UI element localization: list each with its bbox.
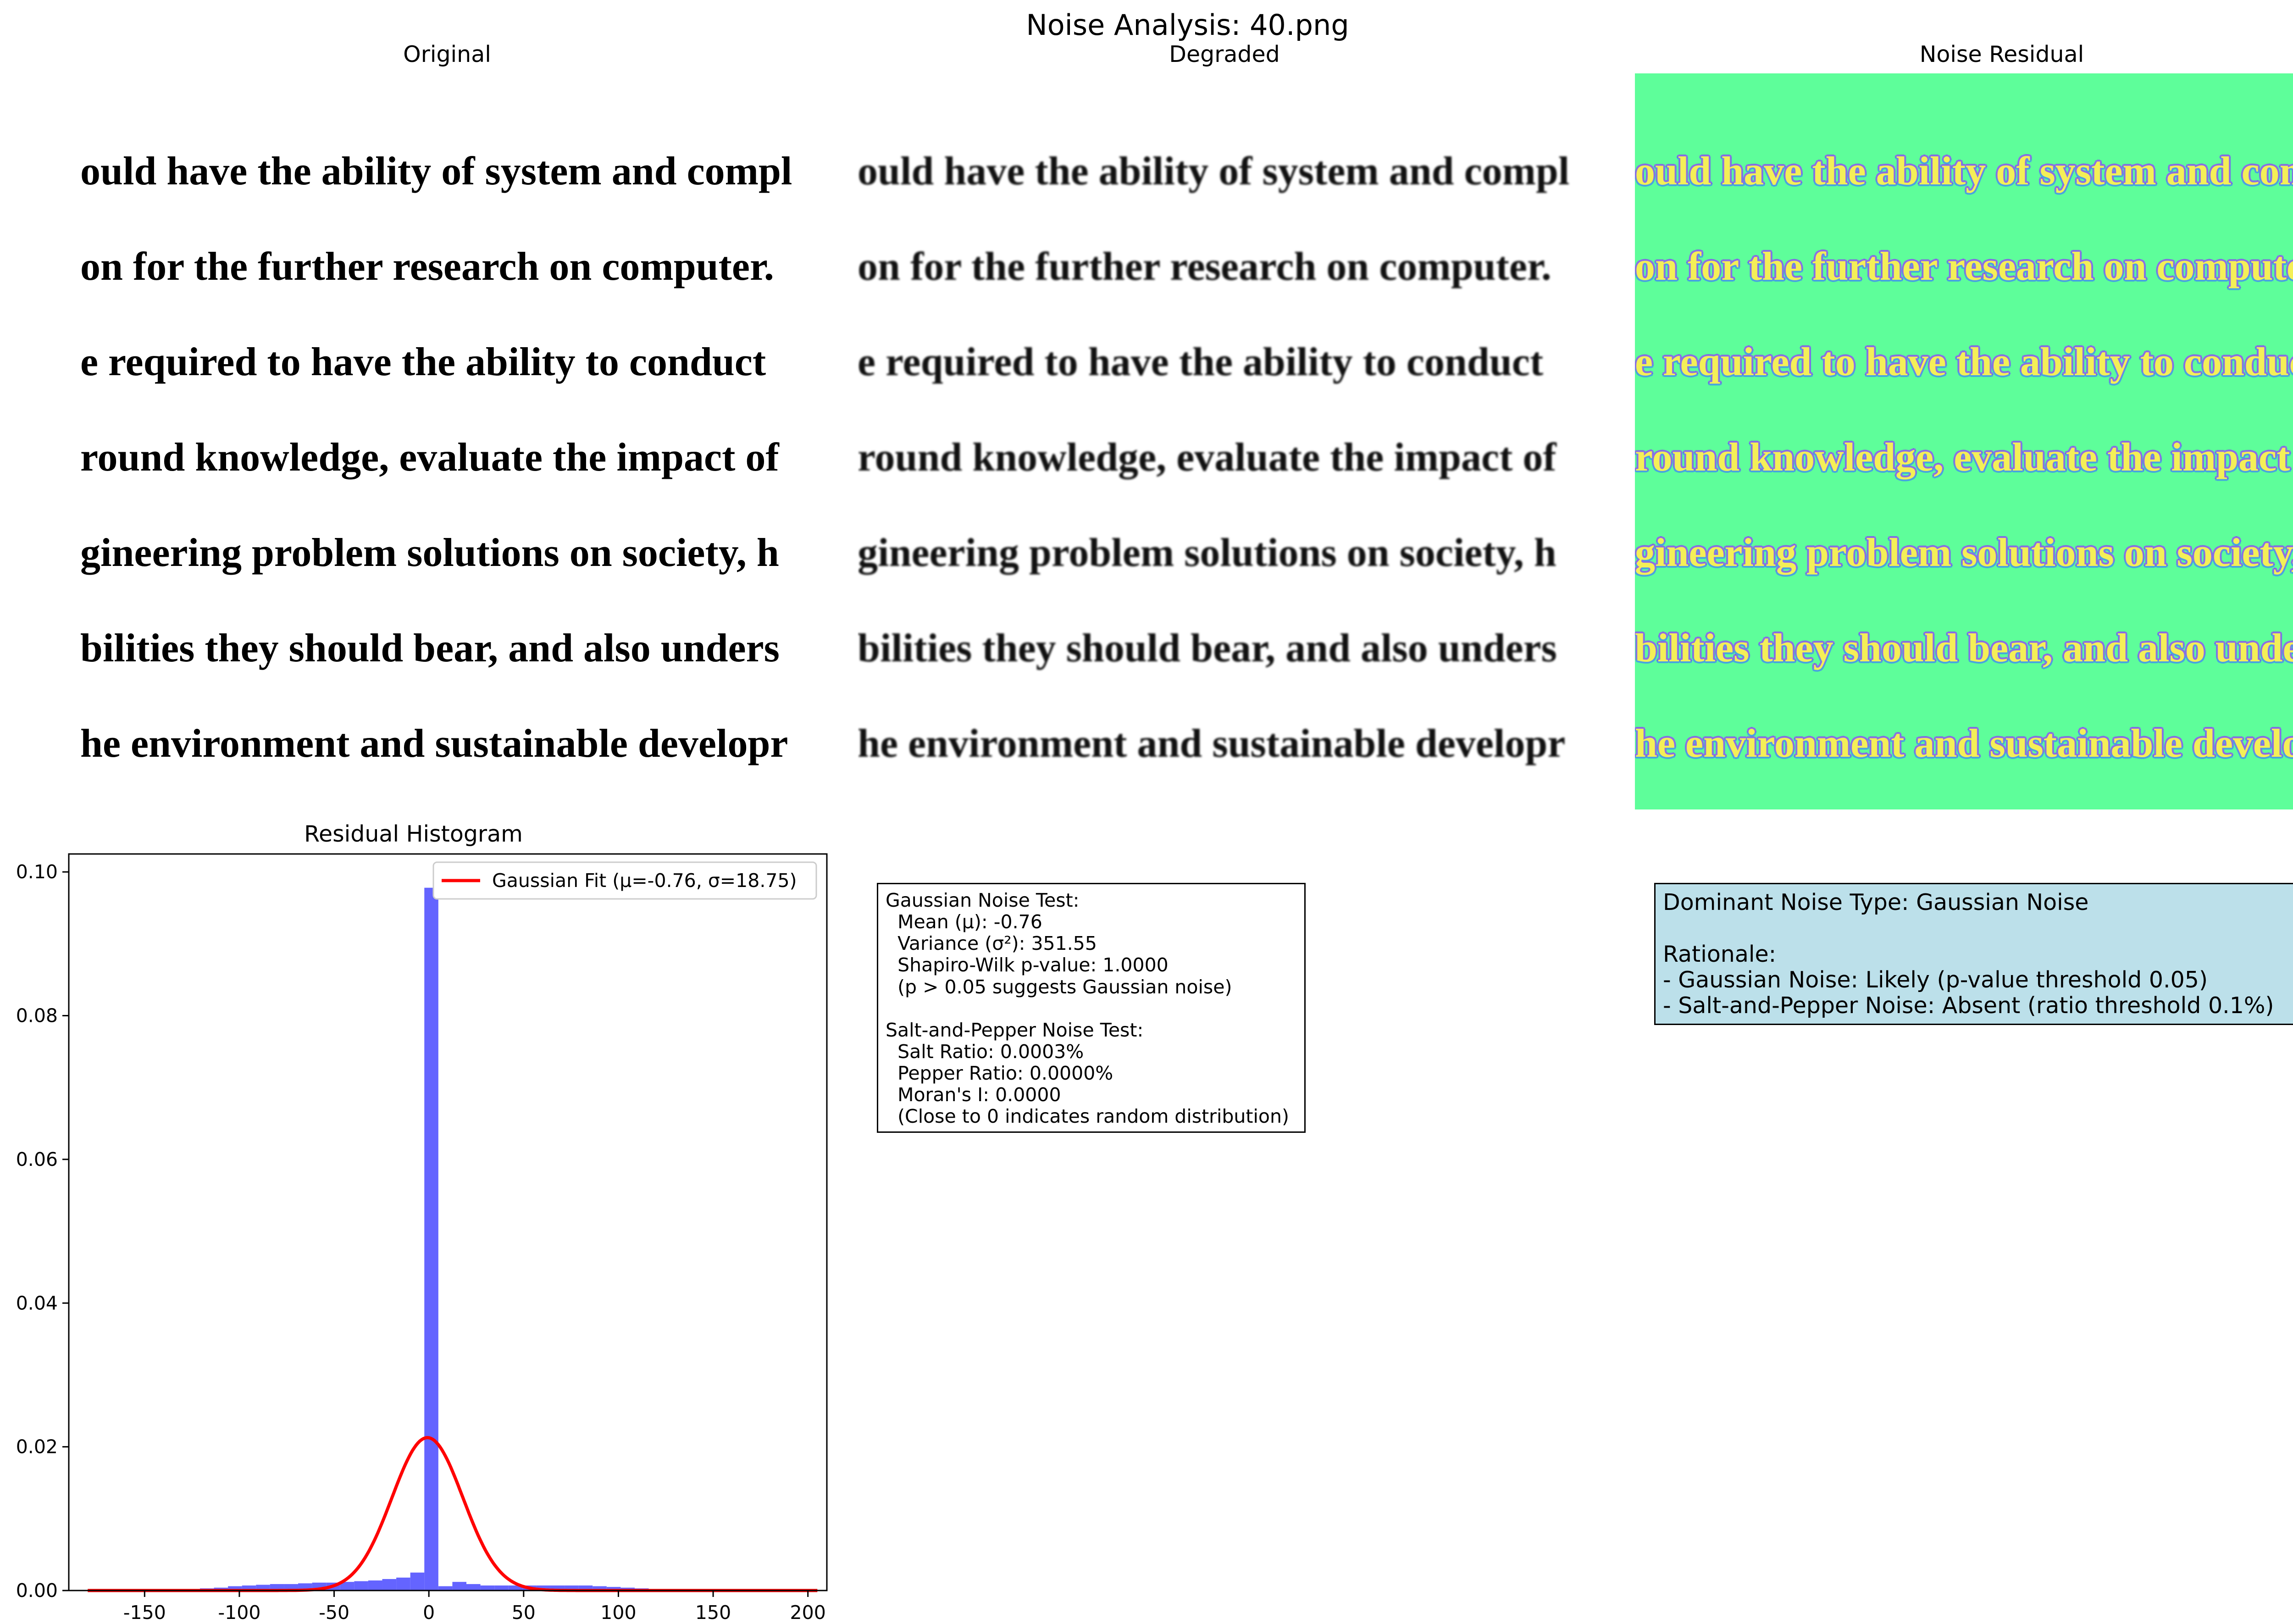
histogram-bar	[382, 1579, 397, 1591]
x-tick-label: 200	[790, 1602, 826, 1624]
histogram-bar	[354, 1581, 368, 1591]
text-line: ould have the ability of system and comp…	[80, 149, 792, 194]
gaussian-test-line: Gaussian Noise Test:	[886, 889, 1080, 911]
histogram-bar	[466, 1584, 481, 1591]
y-tick-label: 0.02	[16, 1436, 58, 1458]
histogram-bar	[536, 1585, 551, 1591]
gaussian-test-box: Gaussian Noise Test: Mean (μ): -0.76 Var…	[877, 883, 1306, 1133]
gaussian-test-line: (p > 0.05 suggests Gaussian noise)	[886, 976, 1232, 998]
residual-image: ould have the ability of system and comp…	[1635, 73, 2293, 809]
y-tick-label: 0.04	[16, 1292, 58, 1314]
dominant-noise-line: - Salt-and-Pepper Noise: Absent (ratio t…	[1663, 992, 2274, 1019]
histogram-bar	[578, 1585, 593, 1591]
original-image: ould have the ability of system and comp…	[80, 73, 816, 809]
histogram-bar	[606, 1587, 621, 1591]
residual-histogram: -150 -100 -50 0 50 100 150 200 0.00 0.02 0.04 0.06 0…	[16, 853, 828, 1624]
text-line: e required to have the ability to conduc…	[1635, 340, 2293, 384]
text-line: round knowledge, evaluate the impact of	[1635, 435, 2293, 480]
text-line: bilities they should bear, and also unde…	[858, 626, 1557, 671]
text-line: ould have the ability of system and comp…	[858, 149, 1570, 194]
x-tick-label: 100	[600, 1602, 636, 1624]
text-line: on for the further research on computer.	[80, 244, 774, 289]
dominant-noise-box: Dominant Noise Type: Gaussian Noise Rati…	[1654, 883, 2293, 1025]
x-tick-label: 150	[695, 1602, 731, 1624]
x-tick-label: 0	[423, 1602, 435, 1624]
histogram-bar	[424, 887, 438, 1591]
histogram-bar	[228, 1586, 242, 1591]
dominant-noise-line: Dominant Noise Type: Gaussian Noise	[1663, 889, 2089, 915]
histogram-bar	[565, 1585, 579, 1591]
x-tick-label: 50	[512, 1602, 536, 1624]
figure-title: Noise Analysis: 40.png	[1026, 8, 1349, 42]
text-line: bilities they should bear, and also unde…	[1635, 626, 2293, 671]
text-line: gineering problem solutions on society, …	[858, 531, 1556, 575]
text-line: round knowledge, evaluate the impact of	[858, 435, 1556, 480]
gaussian-test-line: (Close to 0 indicates random distributio…	[886, 1105, 1289, 1128]
histogram-bar	[340, 1582, 354, 1591]
y-tick-label: 0.10	[16, 861, 58, 883]
y-tick-label: 0.06	[16, 1148, 58, 1170]
y-tick-label: 0.00	[16, 1580, 58, 1602]
histogram-bar	[438, 1586, 453, 1591]
text-line: gineering problem solutions on society, …	[80, 531, 779, 575]
text-line: he environment and sustainable developr	[858, 721, 1566, 766]
text-line: round knowledge, evaluate the impact of	[80, 435, 779, 480]
x-tick-label: -100	[218, 1602, 260, 1624]
histogram-bar	[494, 1585, 509, 1591]
text-line: gineering problem solutions on society, …	[1635, 531, 2293, 575]
panel-title-degraded: Degraded	[1169, 41, 1280, 67]
gaussian-test-line	[886, 998, 1297, 1020]
panel-title-original: Original	[403, 41, 491, 67]
text-line: on for the further research on computer.	[858, 244, 1551, 289]
text-line: he environment and sustainable developr	[1635, 721, 2293, 766]
gaussian-fit-line	[88, 1436, 818, 1592]
gaussian-test-line: Salt Ratio: 0.0003%	[886, 1040, 1084, 1063]
histogram-bar	[368, 1580, 382, 1591]
gaussian-test-line: Mean (μ): -0.76	[886, 911, 1042, 933]
dominant-noise-line: - Gaussian Noise: Likely (p-value thresh…	[1663, 967, 2208, 993]
dominant-noise-line: Rationale:	[1663, 941, 1777, 967]
text-line: ould have the ability of system and comp…	[1635, 149, 2293, 194]
y-tick-label: 0.08	[16, 1005, 58, 1027]
degraded-image: ould have the ability of system and comp…	[858, 73, 1594, 809]
text-line: e required to have the ability to conduc…	[858, 340, 1544, 384]
gaussian-test-line: Shapiro-Wilk p-value: 1.0000	[886, 954, 1169, 976]
histogram-bar	[480, 1585, 495, 1591]
gaussian-test-line: Moran's I: 0.0000	[886, 1084, 1061, 1106]
x-tick-label: -50	[319, 1602, 349, 1624]
text-line: bilities they should bear, and also unde…	[80, 626, 780, 671]
histogram-bar	[242, 1585, 256, 1591]
x-tick-label: -150	[123, 1602, 166, 1624]
histogram-bar	[452, 1582, 466, 1591]
gaussian-test-line: Variance (σ²): 351.55	[886, 932, 1097, 955]
histogram-bar	[508, 1585, 523, 1591]
histogram-bar	[396, 1577, 410, 1591]
gaussian-test-line: Salt-and-Pepper Noise Test:	[886, 1019, 1144, 1041]
gaussian-test-line: Pepper Ratio: 0.0000%	[886, 1062, 1113, 1085]
histogram-bar	[593, 1586, 607, 1591]
histogram-title: Residual Histogram	[304, 821, 523, 847]
panel-title-residual: Noise Residual	[1919, 41, 2084, 67]
legend-label: Gaussian Fit (μ=-0.76, σ=18.75)	[492, 870, 797, 892]
dominant-noise-line	[1663, 915, 2290, 941]
text-line: he environment and sustainable developr	[80, 721, 788, 766]
text-line: e required to have the ability to conduc…	[80, 340, 766, 384]
histogram-bar	[550, 1585, 565, 1591]
legend-box	[432, 861, 817, 900]
histogram-bar	[410, 1572, 425, 1591]
text-line: on for the further research on computer.	[1635, 244, 2293, 289]
plot-frame	[68, 853, 828, 1591]
